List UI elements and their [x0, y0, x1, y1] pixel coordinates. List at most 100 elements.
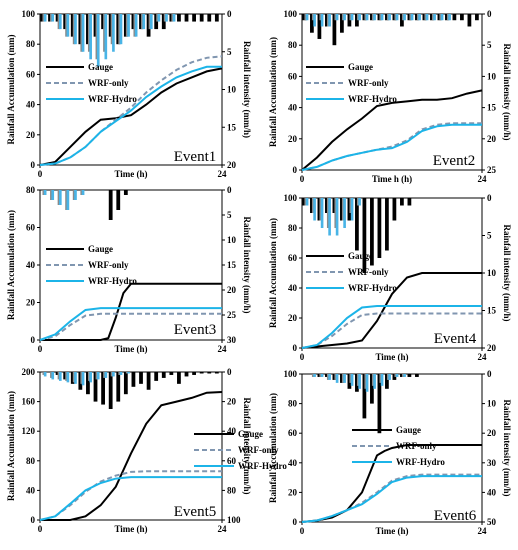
rain-bar-gauge: [415, 374, 419, 377]
legend-label: WRF-Hydro: [88, 276, 137, 286]
rain-bar-wrf-hydro: [343, 14, 346, 21]
rain-bar-wrf-only: [349, 198, 353, 213]
rain-bar-wrf-hydro: [440, 14, 444, 21]
rain-bar-wrf-hydro: [172, 14, 176, 22]
y2-tick-label: 50: [487, 517, 497, 527]
rain-bar-gauge: [161, 14, 166, 30]
rain-bar-gauge: [70, 372, 75, 384]
y-tick-label: 80: [288, 399, 298, 409]
rain-bar-wrf-only: [341, 198, 345, 221]
y-tick-label: 20: [288, 134, 298, 144]
rain-bar-gauge: [340, 14, 344, 33]
rain-bar-wrf-only: [386, 374, 390, 380]
y-tick-label: 60: [288, 253, 298, 263]
rain-bar-wrf-only: [326, 14, 330, 27]
x-tick-label: 0: [38, 169, 43, 179]
rain-bar-wrf-hydro: [112, 372, 115, 377]
rain-bar-wrf-only: [72, 372, 76, 383]
rain-bar-wrf-hydro: [320, 198, 324, 228]
rain-bar-gauge: [70, 14, 75, 37]
rain-bar-wrf-only: [371, 374, 375, 386]
series-line-wrf-only: [301, 312, 482, 349]
rain-bar-gauge: [407, 14, 412, 21]
rain-bar-wrf-hydro: [343, 198, 346, 228]
rain-bar-wrf-only: [319, 14, 323, 21]
rain-bar-gauge: [430, 14, 434, 21]
event-label: Event6: [434, 508, 477, 524]
rain-bar-wrf-only: [42, 372, 46, 375]
y2-tick-label: 0: [487, 9, 492, 19]
rain-bar-wrf-only: [334, 14, 338, 21]
rain-bar-gauge: [452, 14, 457, 21]
rain-bar-wrf-hydro: [134, 14, 138, 37]
rain-bar-wrf-only: [103, 372, 106, 378]
rain-bar-wrf-only: [125, 372, 129, 374]
rain-bar-gauge: [108, 190, 113, 220]
rain-bar-wrf-hydro: [96, 372, 100, 380]
x-tick-label: 24: [218, 524, 228, 534]
y2-tick-label: 10: [227, 85, 237, 95]
rain-bar-gauge: [93, 14, 98, 37]
rain-bar-wrf-only: [72, 14, 76, 45]
rain-bar-gauge: [48, 14, 52, 22]
rain-bar-wrf-hydro: [51, 190, 55, 200]
rain-bar-wrf-only: [334, 374, 338, 380]
rain-bar-wrf-only: [163, 14, 167, 22]
rain-bar-gauge: [415, 14, 419, 21]
rain-bar-gauge: [377, 374, 382, 434]
y2-axis-label: Rainfall intensity (mm/h): [242, 397, 252, 494]
rain-bar-gauge: [131, 372, 136, 387]
legend-label: Gauge: [238, 429, 263, 439]
rain-bar-gauge: [377, 198, 382, 258]
rain-bar-gauge: [392, 14, 397, 21]
rain-bar-gauge: [154, 14, 159, 30]
y-tick-label: 100: [284, 369, 298, 379]
rain-bar-gauge: [192, 14, 196, 22]
y-tick-label: 60: [288, 428, 298, 438]
rain-bar-wrf-hydro: [320, 374, 324, 377]
y-tick-label: 0: [31, 515, 36, 525]
rain-bar-wrf-hydro: [112, 14, 115, 52]
x-axis-label: Time h (h): [372, 174, 412, 184]
rain-bar-wrf-only: [133, 14, 137, 37]
rain-bar-wrf-hydro: [433, 14, 436, 21]
rain-bar-wrf-only: [95, 14, 99, 60]
rain-bar-wrf-hydro: [43, 14, 47, 22]
y2-tick-label: 0: [227, 185, 232, 195]
rain-bar-wrf-hydro: [58, 372, 62, 381]
series-line-wrf-hydro: [39, 65, 222, 166]
rain-bar-wrf-hydro: [43, 372, 47, 377]
rain-bar-wrf-only: [80, 372, 84, 384]
y-tick-label: 80: [288, 223, 298, 233]
rain-bar-gauge: [407, 374, 412, 377]
rain-bar-wrf-hydro: [305, 14, 309, 21]
rain-bar-wrf-hydro: [81, 372, 85, 386]
rain-bar-wrf-only: [341, 14, 345, 21]
rain-bar-wrf-hydro: [104, 14, 108, 60]
event-label: Event5: [174, 504, 217, 520]
legend-label: WRF-only: [238, 445, 279, 455]
rain-bar-gauge: [385, 198, 389, 251]
rain-bar-wrf-only: [356, 374, 360, 386]
rain-bar-wrf-hydro: [425, 14, 429, 21]
rain-bar-wrf-hydro: [313, 198, 316, 221]
rain-bar-wrf-hydro: [89, 14, 92, 60]
rain-bar-wrf-only: [341, 374, 345, 383]
rain-bar-wrf-hydro: [350, 198, 354, 221]
rain-bar-wrf-only: [311, 14, 315, 21]
rain-bar-gauge: [207, 14, 212, 22]
rain-bar-gauge: [467, 14, 472, 27]
rain-bar-wrf-only: [50, 14, 53, 22]
rain-bar-wrf-only: [57, 14, 61, 30]
x-tick-label: 24: [218, 344, 228, 354]
rain-bar-gauge: [55, 372, 60, 375]
rain-bar-wrf-only: [379, 14, 383, 21]
rain-bar-wrf-hydro: [358, 374, 361, 389]
rain-bar-wrf-only: [65, 14, 68, 37]
rain-bar-wrf-only: [431, 14, 435, 21]
rain-bar-wrf-only: [401, 374, 405, 377]
legend-label: WRF-only: [88, 78, 129, 88]
rain-bar-gauge: [317, 14, 322, 39]
rain-bar-wrf-only: [57, 190, 61, 205]
rain-bar-wrf-hydro: [66, 14, 70, 37]
